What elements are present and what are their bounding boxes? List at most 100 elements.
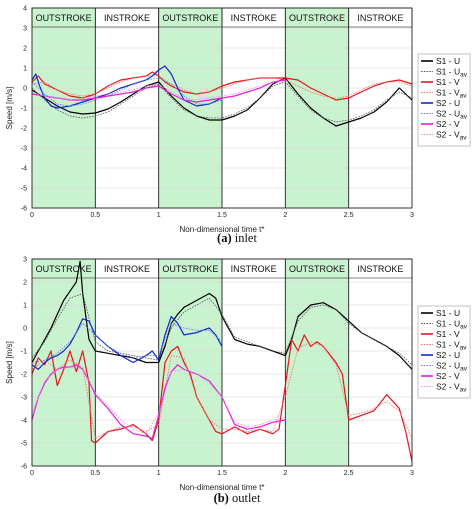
series-line	[31, 81, 286, 101]
plot-frame	[31, 258, 413, 467]
legend-label: S2 - Uav	[436, 109, 468, 121]
y-tick-label: -1	[21, 349, 27, 356]
phase-label: OUTSTROKE	[162, 264, 218, 274]
panel-inlet: OUTSTROKE INSTROKE OUTSTROKE INSTROKE OUTSTR…	[5, 6, 471, 245]
phase-label: INSTROKE	[357, 13, 403, 23]
y-tick-label: -3	[21, 395, 27, 402]
legend-box	[417, 53, 471, 147]
panel-outlet: OUTSTROKE INSTROKE OUTSTROKE INSTROKE OUTSTR…	[5, 257, 471, 505]
x-axis-label: Non-dimensional time t*	[180, 225, 265, 234]
phase-label: INSTROKE	[104, 13, 150, 23]
legend-label: S1 - Uav	[436, 319, 468, 331]
phase-label: OUTSTROKE	[36, 264, 92, 274]
phase-label: OUTSTROKE	[289, 13, 345, 23]
x-tick-label: 3	[410, 212, 414, 219]
series-line	[31, 366, 286, 435]
phase-band-bg	[285, 259, 349, 466]
x-tick-label: 3	[410, 470, 414, 477]
caption-prefix: (b)	[214, 491, 229, 505]
y-axis-label: Speed [m/s]	[5, 341, 14, 384]
y-tick-label: -4	[21, 166, 27, 173]
x-tick-label: 2.5	[344, 470, 354, 477]
phase-label: OUTSTROKE	[162, 13, 218, 23]
legend-label-subscript: av	[460, 114, 468, 121]
y-tick-label: -5	[21, 186, 27, 193]
legend-label: S2 - V	[436, 371, 460, 381]
y-tick-label: 3	[23, 257, 27, 264]
y-tick-label: -4	[21, 418, 27, 425]
series-line	[31, 79, 286, 103]
legend-label: S1 - V	[436, 77, 460, 87]
x-tick-label: 2	[283, 470, 287, 477]
series-line	[31, 81, 413, 123]
x-tick-label: 2	[283, 212, 287, 219]
legend-label-subscript: av	[460, 135, 468, 142]
phase-label: INSTROKE	[231, 264, 277, 274]
x-tick-label: 1	[157, 470, 161, 477]
x-axis-label: Non-dimensional time t*	[180, 483, 265, 492]
series-line	[31, 341, 413, 439]
caption-prefix: (a)	[217, 231, 232, 245]
y-tick-label: 4	[23, 6, 27, 13]
y-tick-label: -2	[21, 126, 27, 133]
x-tick-label: 1.5	[217, 470, 227, 477]
y-tick-label: -1	[21, 106, 27, 113]
series-line	[31, 77, 413, 127]
y-tick-label: 1	[23, 303, 27, 310]
legend-label-subscript: av	[460, 93, 468, 100]
x-tick-label: 2.5	[344, 212, 354, 219]
y-tick-label: 0	[23, 326, 27, 333]
phase-label: INSTROKE	[231, 13, 277, 23]
y-tick-label: 2	[23, 46, 27, 53]
legend-label: S1 - Vav	[436, 88, 467, 100]
legend-label: S1 - V	[436, 329, 460, 339]
legend-label: S1 - U	[436, 308, 460, 318]
phase-band-bg	[222, 259, 286, 466]
legend-label: S2 - U	[436, 98, 460, 108]
caption-text: inlet	[232, 231, 258, 245]
legend-label-subscript: av	[460, 324, 468, 331]
y-tick-label: -2	[21, 372, 27, 379]
y-tick-label: -6	[21, 464, 27, 471]
y-tick-label: -5	[21, 441, 27, 448]
y-tick-label: 3	[23, 26, 27, 33]
x-tick-label: 1.5	[217, 212, 227, 219]
legend-label: S2 - Vav	[436, 382, 467, 394]
y-tick-label: -6	[21, 206, 27, 213]
legend-label: S2 - Vav	[436, 130, 467, 142]
phase-label: INSTROKE	[104, 264, 150, 274]
x-tick-label: 0.5	[90, 470, 100, 477]
series-line	[31, 293, 413, 366]
legend-box	[417, 305, 471, 399]
legend-label: S2 - U	[436, 350, 460, 360]
legend-label-subscript: av	[460, 366, 468, 373]
legend-label: S2 - V	[436, 119, 460, 129]
series-line	[31, 75, 413, 99]
y-tick-label: 1	[23, 66, 27, 73]
y-tick-label: 2	[23, 280, 27, 287]
phase-label: OUTSTROKE	[36, 13, 92, 23]
legend-label: S2 - Uav	[436, 361, 468, 373]
x-tick-label: 0	[30, 212, 34, 219]
y-tick-label: 0	[23, 86, 27, 93]
plot-frame	[31, 7, 413, 209]
legend-label: S1 - Uav	[436, 67, 468, 79]
x-tick-label: 1	[157, 212, 161, 219]
y-tick-label: -3	[21, 146, 27, 153]
x-tick-label: 0	[30, 470, 34, 477]
x-tick-label: 0.5	[90, 212, 100, 219]
legend-label: S1 - U	[436, 56, 460, 66]
legend-label: S1 - Vav	[436, 340, 467, 352]
series-line	[31, 65, 223, 109]
series-line	[31, 77, 223, 107]
phase-band-bg	[348, 259, 412, 466]
phase-label: INSTROKE	[357, 264, 403, 274]
legend-label-subscript: av	[460, 387, 468, 394]
legend-label-subscript: av	[460, 72, 468, 79]
caption-text: outlet	[229, 491, 261, 505]
series-line	[31, 315, 223, 370]
legend-label-subscript: av	[460, 345, 468, 352]
phase-label: OUTSTROKE	[289, 264, 345, 274]
y-axis-label: Speed [m/s]	[5, 87, 14, 130]
